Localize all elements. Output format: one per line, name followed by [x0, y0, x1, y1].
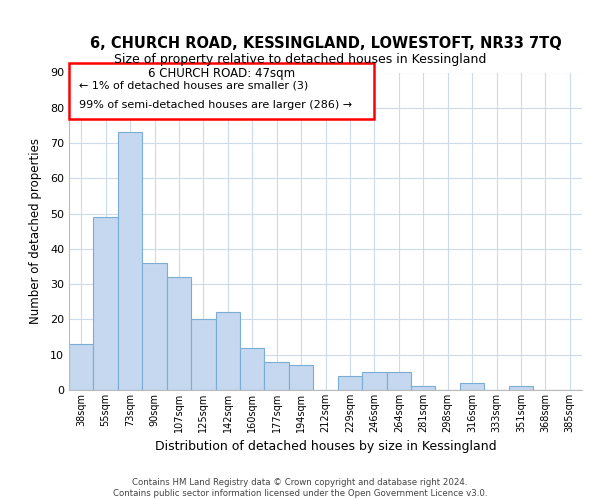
Bar — [191, 320, 215, 390]
Bar — [386, 372, 411, 390]
Bar — [215, 312, 240, 390]
FancyBboxPatch shape — [69, 63, 374, 118]
Title: 6, CHURCH ROAD, KESSINGLAND, LOWESTOFT, NR33 7TQ: 6, CHURCH ROAD, KESSINGLAND, LOWESTOFT, … — [89, 36, 562, 51]
Text: Size of property relative to detached houses in Kessingland: Size of property relative to detached ho… — [114, 52, 486, 66]
Bar — [94, 217, 118, 390]
Bar — [460, 383, 484, 390]
Bar — [118, 132, 142, 390]
Bar — [362, 372, 386, 390]
Text: 99% of semi-detached houses are larger (286) →: 99% of semi-detached houses are larger (… — [79, 100, 352, 110]
Bar — [265, 362, 289, 390]
Text: ← 1% of detached houses are smaller (3): ← 1% of detached houses are smaller (3) — [79, 80, 308, 90]
Bar — [167, 277, 191, 390]
Text: Contains HM Land Registry data © Crown copyright and database right 2024.
Contai: Contains HM Land Registry data © Crown c… — [113, 478, 487, 498]
X-axis label: Distribution of detached houses by size in Kessingland: Distribution of detached houses by size … — [155, 440, 496, 454]
Bar — [69, 344, 94, 390]
Bar — [240, 348, 265, 390]
Text: 6 CHURCH ROAD: 47sqm: 6 CHURCH ROAD: 47sqm — [148, 67, 295, 80]
Bar — [338, 376, 362, 390]
Bar — [411, 386, 436, 390]
Bar — [509, 386, 533, 390]
Bar — [289, 366, 313, 390]
Bar — [142, 263, 167, 390]
Y-axis label: Number of detached properties: Number of detached properties — [29, 138, 41, 324]
